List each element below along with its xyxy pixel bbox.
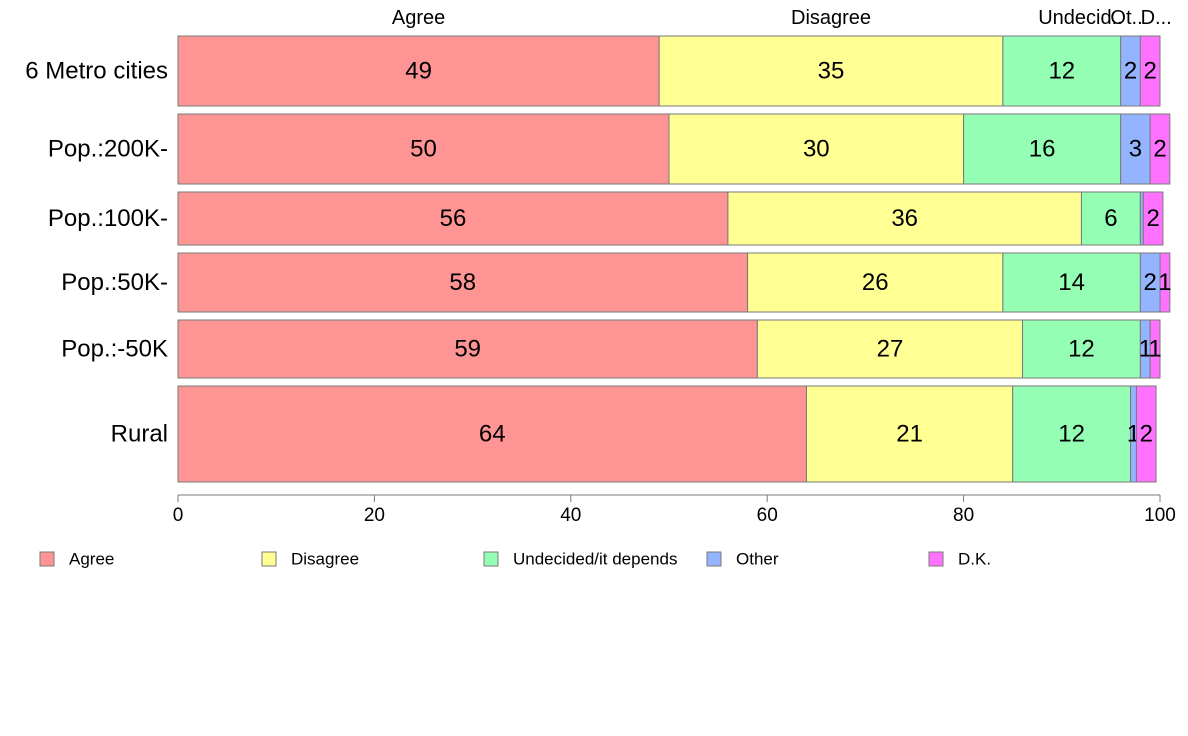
category-label: Pop.:100K- [48,205,168,232]
bar-segment [1002,252,1141,313]
data-label: 2 [1140,421,1153,448]
bar-segment [1139,35,1161,107]
bar-segment [1149,113,1171,185]
category-label: 6 Metro cities [25,58,168,85]
data-label: 6 [1104,205,1117,232]
bar-segment [1120,113,1151,185]
data-label: 26 [862,269,889,296]
data-label: 50 [410,136,437,163]
series-top-label: Ot.. [1110,7,1142,29]
legend-label: Disagree [291,550,359,569]
data-label: 2 [1153,136,1166,163]
bar-segment [747,252,1004,313]
category-label: Rural [111,421,168,448]
x-tick-label: 100 [1144,505,1176,526]
data-label: 14 [1058,269,1085,296]
x-tick-label: 60 [757,505,778,526]
data-label: 56 [440,205,467,232]
data-label: 2 [1124,58,1137,85]
bar-segment [1022,319,1141,379]
data-label: 16 [1029,136,1056,163]
x-tick-label: 20 [364,505,385,526]
bar-segment [1142,191,1164,246]
legend-swatch [483,551,499,567]
data-label: 2 [1144,269,1157,296]
x-tick-label: 80 [953,505,974,526]
series-top-label: D... [1141,7,1172,29]
data-label: 21 [896,421,923,448]
data-label: 2 [1144,58,1157,85]
bar-segment [658,35,1004,107]
data-label: 59 [454,336,481,363]
x-tick-label: 0 [173,505,184,526]
bar-segment [1135,385,1157,483]
legend-label: D.K. [958,550,991,569]
bar-segment [177,319,758,379]
data-label: 49 [405,58,432,85]
data-label: 1 [1139,336,1152,363]
data-label: 58 [449,269,476,296]
bar-segment [1002,35,1122,107]
data-label: 12 [1058,421,1085,448]
bar-segment [177,252,749,313]
legend-label: Other [736,550,779,569]
bar-segment [177,113,670,185]
bar-segment [1012,385,1132,483]
category-label: Pop.:200K- [48,136,168,163]
legend-label: Undecided/it depends [513,550,677,569]
data-label: 3 [1129,136,1142,163]
series-top-label: Disagree [791,7,871,29]
data-label: 1 [1148,336,1161,363]
bar-segment [668,113,965,185]
data-label: 1 [1158,269,1171,296]
category-label: Pop.:50K- [61,269,168,296]
bar-segment [177,35,660,107]
series-top-label: Undecid.. [1038,7,1123,29]
legend-swatch [261,551,277,567]
bar-segment [1149,319,1161,379]
bar-segment [177,191,729,246]
category-label: Pop.:-50K [61,336,168,363]
data-label: 35 [818,58,845,85]
legend-swatch [706,551,722,567]
bar-segment [963,113,1122,185]
bar-segment [727,191,1082,246]
data-label: 2 [1146,205,1159,232]
series-top-label: Agree [392,7,445,29]
bar-segment [177,385,807,483]
bar-segment [1080,191,1141,246]
data-label: 36 [891,205,918,232]
bar-segment [1159,252,1171,313]
data-label: 64 [479,421,506,448]
legend-label: Agree [69,550,114,569]
data-label: 12 [1068,336,1095,363]
data-label: 27 [877,336,904,363]
data-label: 12 [1048,58,1075,85]
legend-swatch [39,551,55,567]
x-tick-label: 40 [560,505,581,526]
data-label: 30 [803,136,830,163]
bar-segment [756,319,1024,379]
legend-swatch [928,551,944,567]
